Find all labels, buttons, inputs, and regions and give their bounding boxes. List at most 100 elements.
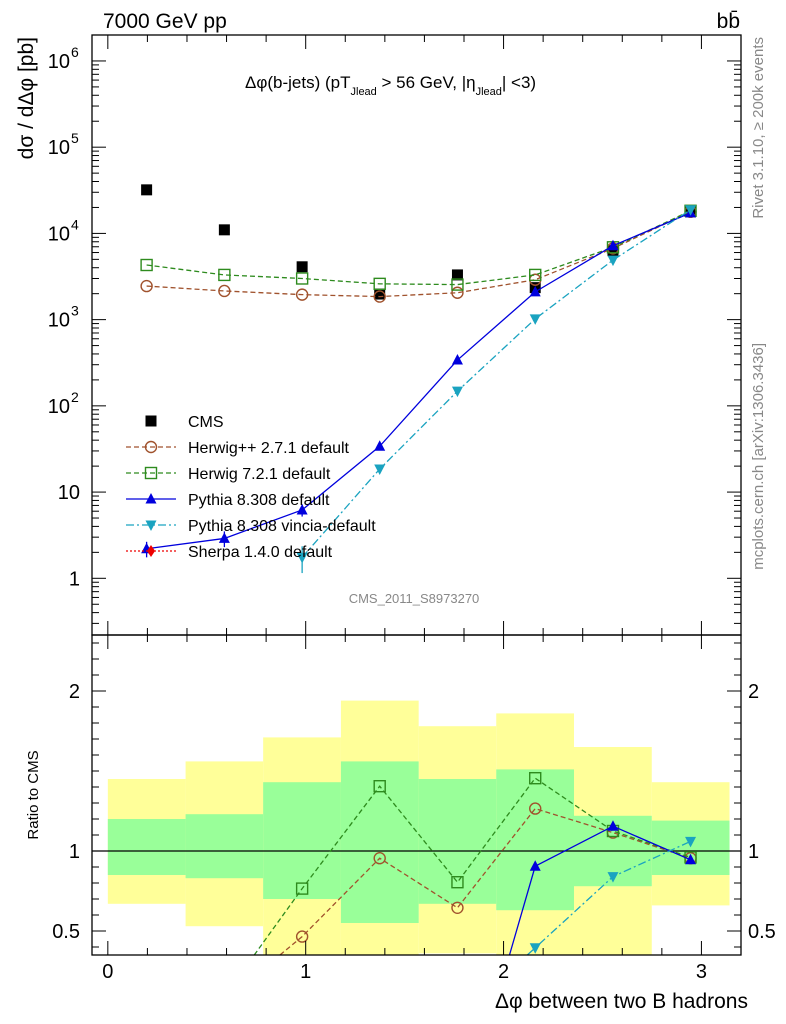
ratio-point bbox=[685, 853, 697, 865]
ratio-y-tick-label-right: 1 bbox=[748, 841, 759, 863]
legend-label: Herwig++ 2.7.1 default bbox=[188, 440, 350, 457]
ratio-point bbox=[529, 802, 542, 815]
uncertainty-band-inner bbox=[185, 814, 264, 879]
data-point bbox=[140, 279, 153, 293]
y-tick-label: 10 bbox=[48, 137, 70, 159]
uncertainty-band-inner bbox=[651, 820, 730, 875]
y-tick-label: 10 bbox=[48, 223, 70, 245]
y-tick-exponent: 6 bbox=[71, 44, 79, 60]
y-tick-label: 1 bbox=[69, 568, 80, 590]
legend: CMS Herwig++ 2.7.1 default Herwig 7.2.1 de… bbox=[126, 414, 376, 561]
legend-item-sherpa-1-4-0-default: Sherpa 1.4.0 default bbox=[126, 544, 333, 561]
ratio-xlabel: Δφ between two B hadrons bbox=[495, 990, 748, 1013]
data-point bbox=[529, 314, 541, 325]
y-tick-exponent: 5 bbox=[71, 130, 79, 146]
legend-item-herwig-2-7-1-default: Herwig++ 2.7.1 default bbox=[126, 440, 350, 457]
x-tick-label: 0 bbox=[102, 961, 113, 983]
legend-marker bbox=[144, 466, 158, 480]
ratio-point bbox=[529, 772, 542, 785]
data-point bbox=[218, 284, 231, 298]
series-pythia-8-308-vincia-default bbox=[296, 205, 697, 574]
data-point bbox=[529, 268, 542, 282]
legend-item-pythia-8-308-vincia-default: Pythia 8.308 vincia-default bbox=[126, 518, 376, 535]
uncertainty-band-inner bbox=[340, 761, 419, 923]
legend-marker bbox=[145, 415, 157, 427]
legend-item-herwig-7-2-1-default: Herwig 7.2.1 default bbox=[126, 466, 331, 483]
analysis-id: CMS_2011_S8973270 bbox=[349, 591, 480, 606]
ratio-point bbox=[373, 780, 386, 793]
legend-marker bbox=[144, 440, 158, 454]
x-tick-label: 1 bbox=[300, 961, 311, 983]
title-sub-1: Jlead bbox=[351, 86, 377, 98]
legend-label: Herwig 7.2.1 default bbox=[188, 466, 331, 483]
legend-marker bbox=[145, 520, 157, 531]
title-part-1: Δφ(b-jets) (pT bbox=[245, 73, 351, 92]
ratio-point bbox=[295, 882, 309, 895]
data-point bbox=[451, 286, 464, 299]
ratio-point bbox=[451, 876, 464, 889]
ratio-line bbox=[279, 807, 691, 956]
y-tick-label: 10 bbox=[48, 396, 70, 418]
data-point bbox=[374, 440, 386, 451]
mcplots-label: mcplots.cern.ch [arXiv:1306.3436] bbox=[750, 343, 767, 570]
ratio-panel bbox=[92, 700, 741, 955]
ratio-frame bbox=[91, 634, 742, 956]
title-sub-2: Jlead bbox=[476, 86, 502, 98]
ratio-y-tick-label: 1 bbox=[69, 841, 80, 863]
data-point bbox=[685, 205, 697, 216]
title-part-2: > 56 GeV, |η bbox=[377, 73, 476, 92]
x-tick-label: 2 bbox=[498, 961, 509, 983]
y-tick-label: 10 bbox=[48, 51, 70, 73]
ratio-series-pythia-8-308-vincia-default bbox=[526, 836, 697, 956]
legend-label: CMS bbox=[188, 414, 224, 431]
x-tick-label: 3 bbox=[696, 961, 707, 983]
y-tick-label: 10 bbox=[48, 310, 70, 332]
ratio-line bbox=[508, 825, 691, 956]
legend-label: Sherpa 1.4.0 default bbox=[188, 544, 333, 561]
data-point bbox=[607, 255, 619, 267]
header-process-label: bb̄ bbox=[717, 10, 740, 33]
series-line bbox=[146, 212, 691, 550]
data-point bbox=[295, 288, 309, 301]
data-point bbox=[218, 532, 230, 543]
ratio-y-tick-label-right: 0.5 bbox=[748, 921, 776, 943]
data-point bbox=[529, 285, 541, 297]
data-point bbox=[141, 184, 153, 196]
uncertainty-band-inner bbox=[263, 782, 341, 899]
header-energy-label: 7000 GeV pp bbox=[103, 10, 227, 33]
data-point bbox=[373, 277, 386, 291]
series-line bbox=[146, 210, 691, 286]
data-point bbox=[451, 386, 463, 398]
y-tick-exponent: 3 bbox=[71, 303, 79, 319]
series-herwig-7-2-1-default bbox=[140, 204, 697, 291]
uncertainty-band-inner bbox=[496, 769, 575, 911]
ratio-axis-ticks: 0.5 0.5 1 1 2 2 0 1 2 3 bbox=[52, 635, 776, 983]
ratio-series-herwig-7-2-1-default bbox=[253, 772, 697, 956]
ratio-point bbox=[607, 872, 619, 883]
legend-label: Pythia 8.308 vincia-default bbox=[188, 518, 376, 535]
ratio-point bbox=[451, 901, 464, 914]
y-tick-exponent: 2 bbox=[71, 389, 79, 405]
ratio-line bbox=[253, 777, 691, 956]
ratio-point bbox=[685, 836, 697, 848]
y-tick-exponent: 4 bbox=[71, 216, 79, 232]
legend-item-pythia-8-308-default: Pythia 8.308 default bbox=[126, 492, 330, 509]
data-point bbox=[296, 261, 308, 273]
series-line bbox=[301, 209, 691, 558]
plot-title: Δφ(b-jets) (pTJlead > 56 GeV, |ηJlead| <… bbox=[245, 73, 536, 98]
ratio-point bbox=[529, 943, 541, 954]
data-point bbox=[373, 290, 386, 303]
data-point bbox=[451, 269, 463, 281]
legend-marker bbox=[147, 545, 155, 557]
y-tick-label: 10 bbox=[58, 482, 80, 504]
data-point bbox=[296, 503, 308, 515]
ratio-point bbox=[295, 930, 309, 943]
rivet-version-label: Rivet 3.1.10, ≥ 200k events bbox=[750, 37, 767, 219]
data-point bbox=[451, 354, 463, 365]
ratio-line bbox=[526, 840, 691, 956]
data-point bbox=[295, 272, 309, 285]
uncertainty-band-inner bbox=[107, 819, 186, 875]
ratio-y-tick-label: 2 bbox=[69, 681, 80, 703]
ratio-ylabel: Ratio to CMS bbox=[25, 750, 42, 839]
main-series-layer bbox=[140, 184, 697, 574]
